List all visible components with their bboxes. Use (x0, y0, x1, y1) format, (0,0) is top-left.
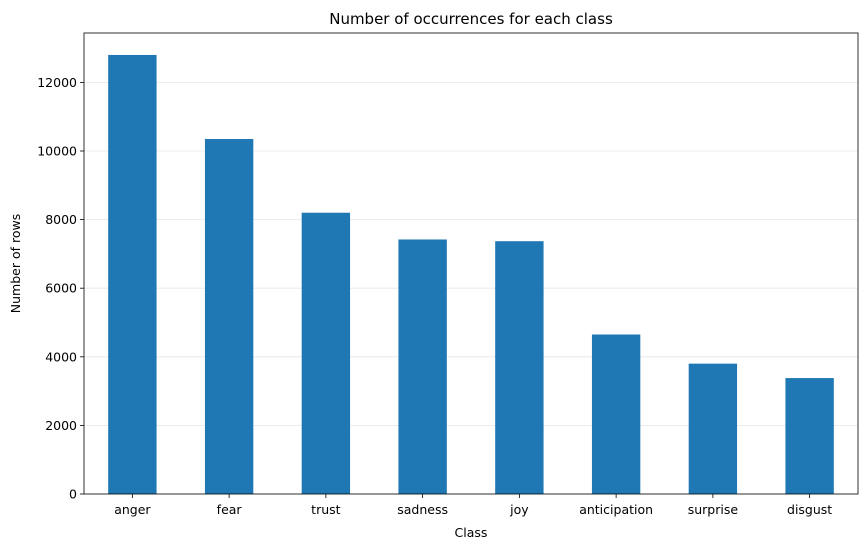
x-axis-ticks: anger fear trust sadness joy anticipation surp… (114, 494, 832, 517)
bar-anger (108, 54, 157, 494)
bar-disgust (785, 378, 834, 494)
x-tick-label-sadness: sadness (397, 502, 448, 517)
x-tick-label-surprise: surprise (688, 502, 739, 517)
chart-title: Number of occurrences for each class (329, 10, 613, 28)
x-tick-label-anger: anger (114, 502, 151, 517)
x-tick-label-fear: fear (217, 502, 243, 517)
y-tick-label: 2000 (45, 418, 77, 433)
bar-trust (301, 212, 351, 495)
plot-frame (83, 32, 859, 495)
x-tick-label-joy: joy (509, 502, 529, 517)
x-axis-label: Class (455, 525, 488, 540)
bars (108, 54, 834, 495)
bar-sadness (398, 239, 447, 494)
bar-surprise (688, 363, 738, 494)
y-tick-label: 6000 (45, 281, 77, 296)
bar-joy (495, 241, 544, 494)
y-tick-label: 12000 (37, 75, 77, 90)
x-tick-label-trust: trust (311, 502, 340, 517)
y-tick-label: 10000 (37, 143, 77, 158)
y-axis-ticks: 0 2000 4000 6000 8000 10000 12000 (37, 75, 84, 502)
y-axis-label: Number of rows (8, 214, 23, 313)
x-tick-label-disgust: disgust (787, 502, 832, 517)
y-tick-label: 4000 (45, 349, 77, 364)
y-tick-label: 8000 (45, 212, 77, 227)
bar-anticipation (591, 334, 641, 494)
y-tick-label: 0 (69, 487, 77, 502)
x-tick-label-anticipation: anticipation (579, 502, 653, 517)
bar-fear (204, 138, 254, 495)
